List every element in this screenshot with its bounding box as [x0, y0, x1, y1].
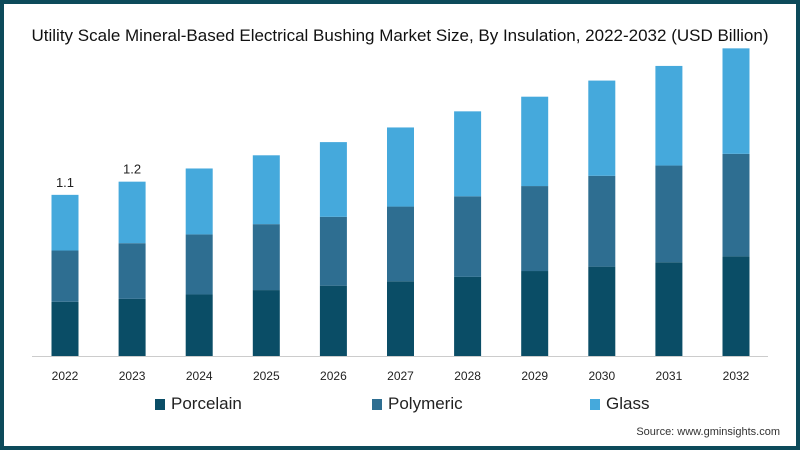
data-label: 1.2	[123, 162, 141, 177]
legend-label: Porcelain	[171, 394, 242, 413]
x-tick-label: 2025	[253, 369, 280, 383]
x-tick-label: 2027	[387, 369, 414, 383]
legend-swatch-porcelain	[155, 398, 165, 410]
chart-title: Utility Scale Mineral-Based Electrical B…	[31, 26, 769, 45]
legend: Porcelain Polymeric Glass	[0, 394, 800, 418]
x-tick-label: 2031	[656, 369, 683, 383]
legend-label: Glass	[606, 394, 650, 413]
x-tick-label: 2022	[52, 369, 79, 383]
x-tick-label: 2032	[723, 369, 750, 383]
bar-polymeric-2022	[51, 250, 79, 302]
bar-porcelain-2023	[118, 298, 146, 356]
bar-polymeric-2024	[185, 234, 213, 295]
x-tick-label: 2026	[320, 369, 347, 383]
legend-label: Polymeric	[388, 394, 463, 413]
bar-glass-2024	[185, 168, 213, 235]
bar-polymeric-2027	[387, 206, 414, 282]
bar-glass-2025	[252, 155, 280, 225]
bar-glass-2030	[588, 80, 616, 176]
x-tick-label: 2029	[521, 369, 548, 383]
source-text: Source: www.gminsights.com	[636, 426, 780, 438]
bar-porcelain-2030	[588, 266, 616, 356]
legend-item-polymeric: Polymeric	[372, 394, 463, 414]
bar-porcelain-2025	[252, 290, 280, 356]
legend-item-porcelain: Porcelain	[155, 394, 242, 414]
bar-glass-2029	[521, 96, 549, 187]
legend-item-glass: Glass	[590, 394, 649, 414]
bar-porcelain-2032	[722, 256, 750, 356]
bar-polymeric-2032	[722, 153, 750, 257]
bar-polymeric-2025	[252, 224, 280, 291]
x-tick-label: 2028	[454, 369, 481, 383]
bar-polymeric-2023	[118, 243, 146, 299]
bar-glass-2028	[454, 111, 482, 197]
bar-glass-2032	[722, 48, 750, 154]
bar-glass-2023	[118, 181, 146, 244]
bar-porcelain-2031	[655, 262, 683, 356]
bar-glass-2022	[51, 194, 79, 251]
bar-polymeric-2028	[454, 196, 482, 277]
x-tick-label: 2023	[119, 369, 146, 383]
bar-porcelain-2027	[387, 281, 414, 356]
legend-swatch-glass	[590, 398, 600, 410]
bar-polymeric-2031	[655, 165, 683, 263]
bar-porcelain-2029	[521, 271, 549, 356]
bar-glass-2027	[387, 127, 414, 207]
x-tick-label: 2030	[588, 369, 615, 383]
bar-porcelain-2024	[185, 294, 213, 356]
bar-porcelain-2028	[454, 276, 482, 356]
bar-polymeric-2030	[588, 175, 616, 267]
bar-glass-2031	[655, 65, 683, 166]
bar-polymeric-2029	[521, 186, 549, 272]
bar-glass-2026	[319, 142, 347, 217]
bar-porcelain-2026	[319, 285, 347, 356]
bar-porcelain-2022	[51, 301, 79, 356]
legend-swatch-polymeric	[372, 398, 382, 410]
bar-polymeric-2026	[319, 216, 347, 286]
x-tick-label: 2024	[186, 369, 213, 383]
data-label: 1.1	[56, 175, 74, 190]
